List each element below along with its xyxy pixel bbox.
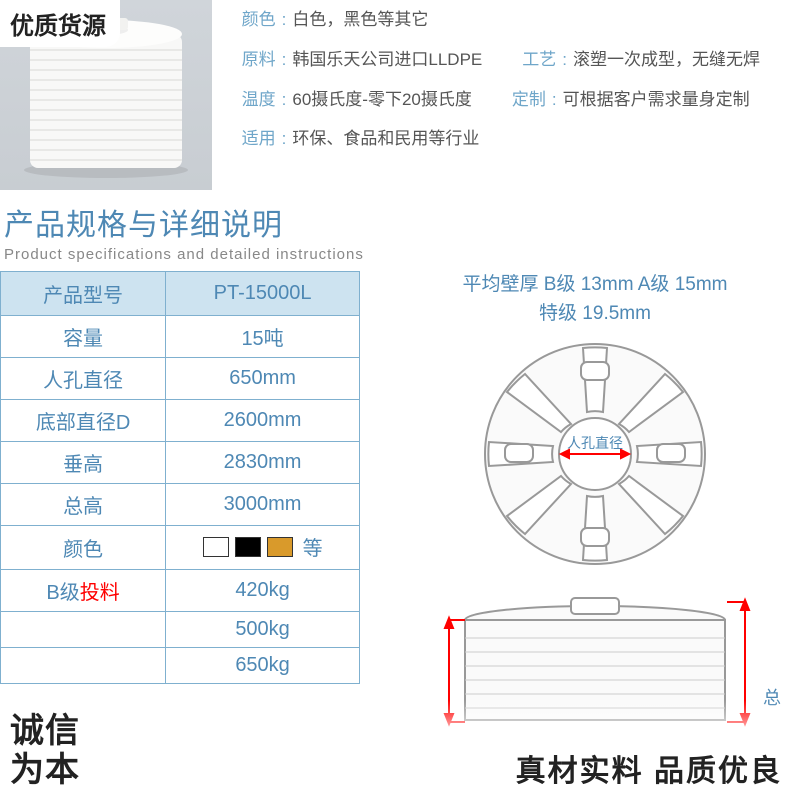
section-title: 产品规格与详细说明 Product specifications and det… (0, 200, 800, 263)
color-swatch (203, 537, 229, 557)
row-label: 容量 (1, 316, 166, 358)
b-grade-label: B级投料 (1, 569, 166, 611)
color-swatch (235, 537, 261, 557)
row-label: 底部直径D (1, 400, 166, 442)
row-label: 人孔直径 (1, 358, 166, 400)
section-title-zh: 产品规格与详细说明 (4, 200, 800, 244)
table-row-b-grade: B级投料 420kg (1, 569, 360, 611)
table-row: 500kg (1, 611, 360, 647)
spec-table: 产品型号 PT-15000L 容量15吨人孔直径650mm底部直径D2600mm… (0, 271, 360, 734)
row-value: 15吨 (166, 316, 360, 358)
b-grade-value: 420kg (166, 569, 360, 611)
slogan-left: 诚信 为本 (10, 712, 80, 790)
table-row: 容量15吨 (1, 316, 360, 358)
table-row: 人孔直径650mm (1, 358, 360, 400)
row-value: 2830mm (166, 442, 360, 484)
row-label (1, 647, 166, 683)
row-label (1, 611, 166, 647)
attr-color: 颜色: 白色，黑色等其它 (242, 8, 429, 32)
color-label: 颜色 (1, 526, 166, 570)
quality-source-badge: 优质货源 (0, 0, 120, 47)
attr-application: 适用: 环保、食品和民用等行业 (242, 127, 480, 151)
diagram-panel: 平均壁厚 B级 13mm A级 15mm 特级 19.5mm (360, 271, 800, 734)
attr-custom: 定制: 可根据客户需求量身定制 (512, 88, 750, 112)
color-swatches: 等 (166, 526, 360, 570)
diagram-title: 平均壁厚 B级 13mm A级 15mm 特级 19.5mm (390, 271, 800, 328)
row-value: 650kg (166, 647, 360, 683)
table-header-row: 产品型号 PT-15000L (1, 272, 360, 316)
row-label: 垂高 (1, 442, 166, 484)
slogan-right: 真材实料 品质优良 (516, 746, 782, 790)
attribute-list: 颜色: 白色，黑色等其它 原料: 韩国乐天公司进口LLDPE 工艺: 滚塑一次成… (212, 0, 800, 190)
row-value: 2600mm (166, 400, 360, 442)
table-row-color: 颜色 等 (1, 526, 360, 570)
color-swatch (267, 537, 293, 557)
table-row: 底部直径D2600mm (1, 400, 360, 442)
row-label: 总高 (1, 484, 166, 526)
manhole-label: 人孔直径 (567, 435, 623, 451)
attr-process: 工艺: 滚塑一次成型，无缝无焊 (522, 48, 760, 72)
header-value: PT-15000L (166, 272, 360, 316)
table-row: 垂高2830mm (1, 442, 360, 484)
row-value: 3000mm (166, 484, 360, 526)
row-value: 500kg (166, 611, 360, 647)
table-row: 总高3000mm (1, 484, 360, 526)
header-label: 产品型号 (1, 272, 166, 316)
row-value: 650mm (166, 358, 360, 400)
table-row: 650kg (1, 647, 360, 683)
attr-temperature: 温度: 60摄氏度-零下20摄氏度 (242, 88, 472, 112)
section-title-en: Product specifications and detailed inst… (4, 246, 800, 263)
top-view-diagram-icon: 人孔直径 (405, 334, 785, 594)
bottom-overlay: 诚信 为本 真材实料 品质优良 (0, 700, 800, 800)
attr-material: 原料: 韩国乐天公司进口LLDPE (242, 48, 483, 72)
swatch-suffix: 等 (303, 532, 323, 561)
top-section: 颜色: 白色，黑色等其它 原料: 韩国乐天公司进口LLDPE 工艺: 滚塑一次成… (0, 0, 800, 190)
